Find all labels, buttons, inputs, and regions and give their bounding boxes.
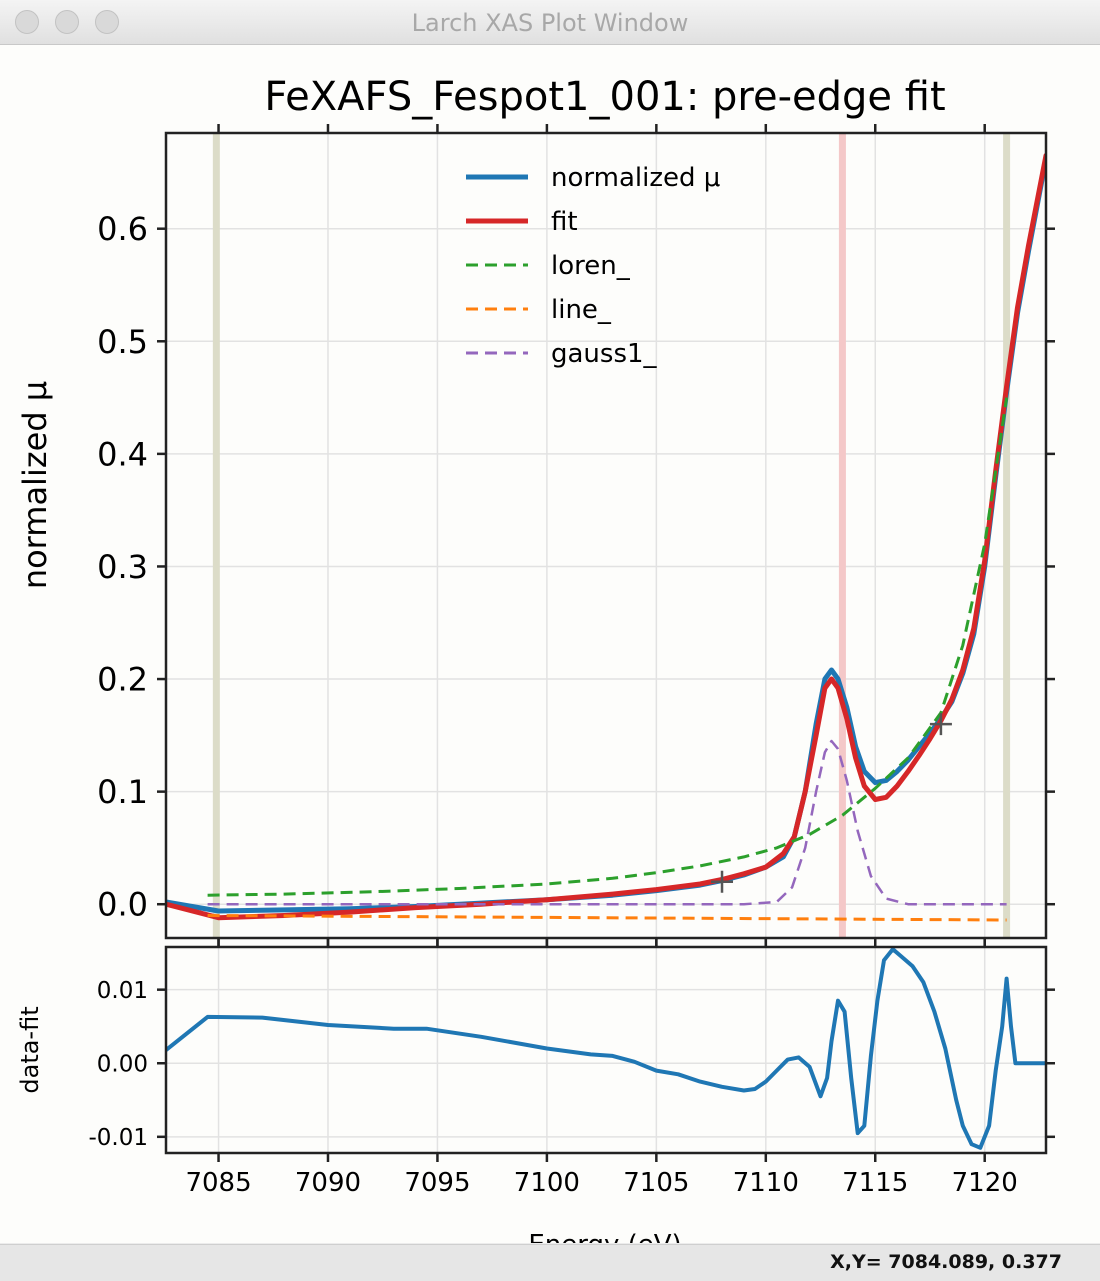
top-series-line-3 (207, 914, 1007, 922)
legend-label: line_ (551, 295, 612, 325)
x-tick-label: 7095 (404, 1168, 470, 1198)
bottom-y-tick-label: 0.00 (97, 1052, 148, 1078)
x-tick-label: 7115 (842, 1168, 908, 1198)
x-axis-label: Energy (eV) (528, 1230, 681, 1243)
x-tick-label: 7085 (185, 1168, 251, 1198)
window-title: Larch XAS Plot Window (411, 9, 689, 37)
title-bar: Larch XAS Plot Window (0, 0, 1100, 45)
top-panel[interactable]: 0.0 0.1 0.2 0.3 0.4 0.5 0.6 normalized μ fit lore… (97, 124, 1055, 947)
top-plot-area (166, 133, 1046, 938)
top-y-tick-label: 0.3 (97, 548, 148, 586)
x-tick-label: 7090 (295, 1168, 361, 1198)
legend-label: gauss1_ (551, 339, 658, 369)
x-tick-label: 7110 (733, 1168, 799, 1198)
plot-figure[interactable]: FeXAFS_Fespot1_001: pre-edge fit normali… (0, 45, 1100, 1243)
top-series-fit-1 (166, 153, 1046, 921)
cross-marker (929, 713, 952, 736)
bottom-panel[interactable]: -0.01 0.00 0.01 7085 7090 7095 7100 7105 7110 711… (88, 938, 1055, 1198)
top-y-tick-label: 0.0 (97, 886, 148, 924)
cursor-coordinates: X,Y= 7084.089, 0.377 (830, 1251, 1062, 1273)
x-tick-label: 7120 (952, 1168, 1018, 1198)
bottom-series-residual-0 (166, 947, 1046, 1150)
bottom-plot-area (166, 947, 1046, 1150)
plot-canvas[interactable]: FeXAFS_Fespot1_001: pre-edge fit normali… (0, 45, 1100, 1243)
top-y-tick-label: 0.4 (97, 435, 148, 473)
bottom-y-tick-label: 0.01 (97, 978, 148, 1004)
status-bar: X,Y= 7084.089, 0.377 (0, 1244, 1100, 1281)
bottom-y-axis-label: data-fit (16, 1006, 44, 1093)
x-tick-label: 7105 (623, 1168, 689, 1198)
plot-title: FeXAFS_Fespot1_001: pre-edge fit (264, 74, 945, 120)
top-series-gauss1-4 (207, 739, 1007, 906)
top-y-tick-label: 0.6 (97, 210, 148, 248)
top-series-loren-2 (207, 397, 1009, 897)
legend-label: fit (551, 207, 578, 237)
top-y-tick-label: 0.2 (97, 661, 148, 699)
zoom-button[interactable] (95, 10, 119, 34)
cross-marker (711, 870, 734, 893)
legend-label: normalized μ (551, 163, 720, 193)
close-button[interactable] (15, 10, 39, 34)
x-tick-label: 7100 (514, 1168, 580, 1198)
bottom-axes-frame (164, 945, 1048, 1155)
top-y-tick-label: 0.5 (97, 323, 148, 361)
top-y-axis-label: normalized μ (16, 381, 54, 589)
minimize-button[interactable] (55, 10, 79, 34)
top-y-tick-label: 0.1 (97, 773, 148, 811)
top-axes-frame (164, 131, 1048, 940)
legend: normalized μ fit loren_ line_ gauss1_ (466, 163, 720, 369)
bottom-y-tick-label: -0.01 (88, 1125, 148, 1151)
legend-label: loren_ (551, 251, 631, 281)
